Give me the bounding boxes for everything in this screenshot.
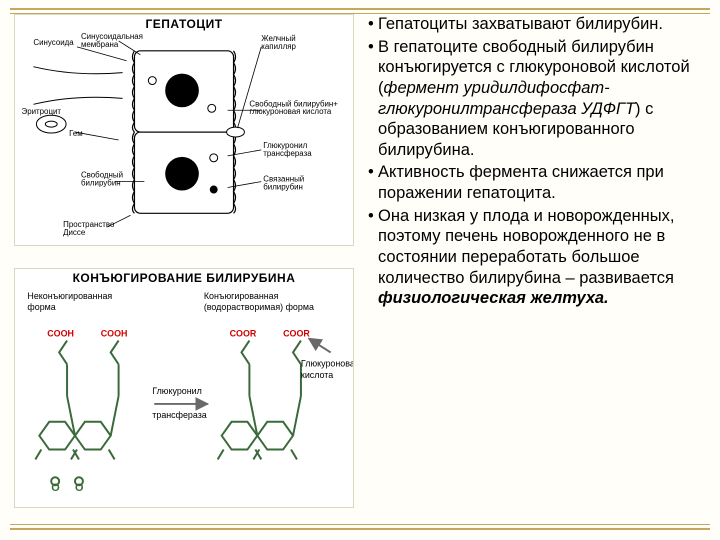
hepatocyte-diagram: ГЕПАТОЦИТ — [14, 14, 354, 246]
bullet-3-text: Активность фермента снижается при пораже… — [378, 163, 664, 202]
conjugation-svg: Неконъюгированная форма Конъюгированная … — [15, 287, 353, 507]
svg-text:COOH: COOH — [101, 329, 128, 339]
svg-text:мембрана: мембрана — [81, 40, 119, 49]
svg-text:(водорастворимая) форма: (водорастворимая) форма — [204, 302, 314, 312]
body-text: Гепатоциты захватывают билирубин. В гепа… — [368, 14, 706, 311]
svg-text:Гем: Гем — [69, 129, 83, 138]
bullet-1-text: Гепатоциты захватывают билирубин. — [378, 15, 663, 33]
svg-text:COOR: COOR — [230, 329, 257, 339]
svg-text:капилляр: капилляр — [261, 42, 296, 51]
svg-text:трансфераза: трансфераза — [263, 149, 312, 158]
svg-text:Неконъюгированная: Неконъюгированная — [27, 291, 112, 301]
svg-text:трансфераза: трансфераза — [152, 410, 207, 420]
conjugation-diagram: КОНЪЮГИРОВАНИЕ БИЛИРУБИНА — [14, 268, 354, 508]
bullet-2b: фермент уридилдифосфат-глюкуронилтрансфе… — [378, 79, 635, 118]
svg-text:Глюкуроновая: Глюкуроновая — [301, 358, 353, 368]
conjugation-title: КОНЪЮГИРОВАНИЕ БИЛИРУБИНА — [15, 269, 353, 287]
svg-text:билирубин: билирубин — [81, 179, 121, 188]
svg-text:Синусоида: Синусоида — [33, 38, 74, 47]
svg-text:Эритроцит: Эритроцит — [22, 107, 62, 116]
svg-text:билирубин: билирубин — [263, 183, 303, 192]
bullet-4b: физиологическая желтуха. — [378, 289, 609, 307]
bullet-4a: Она низкая у плода и новорожденных, поэт… — [378, 207, 674, 287]
bullet-2: В гепатоците свободный билирубин конъюги… — [368, 37, 706, 161]
svg-text:COOR: COOR — [283, 329, 310, 339]
bullet-1: Гепатоциты захватывают билирубин. — [368, 14, 706, 35]
bullet-4: Она низкая у плода и новорожденных, поэт… — [368, 206, 706, 309]
bullet-3: Активность фермента снижается при пораже… — [368, 162, 706, 203]
svg-text:Глюкуронил: Глюкуронил — [152, 386, 202, 396]
svg-text:COOH: COOH — [47, 329, 74, 339]
svg-text:кислота: кислота — [301, 370, 333, 380]
hepatocyte-title: ГЕПАТОЦИТ — [15, 15, 353, 33]
svg-text:Диссе: Диссе — [63, 228, 86, 237]
hepatocyte-svg: Синусоида Синусоидальная мембрана Желчны… — [15, 33, 353, 245]
svg-text:глюкуроновая кислота: глюкуроновая кислота — [249, 107, 331, 116]
svg-text:Конъюгированная: Конъюгированная — [204, 291, 279, 301]
svg-text:форма: форма — [27, 302, 55, 312]
